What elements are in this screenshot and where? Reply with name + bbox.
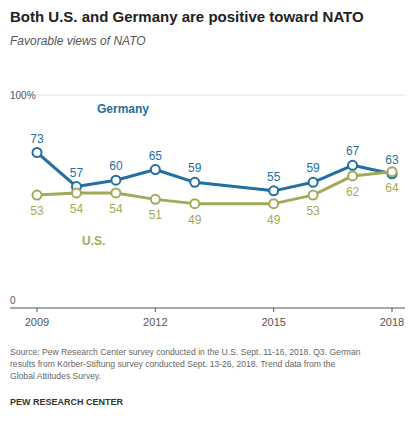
x-tick-label: 2012 xyxy=(143,316,167,328)
axis-line xyxy=(10,308,405,309)
point xyxy=(33,148,42,157)
x-tick xyxy=(273,308,274,312)
data-label: 65 xyxy=(149,149,163,163)
data-label: 57 xyxy=(70,166,84,180)
chart: Both U.S. and Germany are positive towar… xyxy=(0,0,420,426)
data-label: 63 xyxy=(385,153,399,167)
data-label: 59 xyxy=(306,161,320,175)
point xyxy=(348,161,357,170)
data-label: 73 xyxy=(30,132,44,146)
data-label: 60 xyxy=(109,159,123,173)
data-label: 49 xyxy=(188,213,202,227)
credit: PEW RESEARCH CENTER xyxy=(10,397,124,407)
data-label: 53 xyxy=(30,204,44,218)
y-tick-label: 0 xyxy=(10,295,16,306)
x-tick-label: 2015 xyxy=(261,316,285,328)
data-label: 64 xyxy=(385,181,399,195)
point xyxy=(151,195,160,204)
data-label: 53 xyxy=(306,204,320,218)
y-tick-label: 100% xyxy=(10,90,36,101)
data-label: 51 xyxy=(149,208,163,222)
point xyxy=(348,171,357,180)
source: results from Körber-Stiftung survey cond… xyxy=(10,359,336,369)
grid-line xyxy=(10,95,405,96)
data-labels: 73 57 60 65 59 55 59 67 63 53 54 54 51 49 49 53 62 64 xyxy=(30,132,399,227)
data-label: 55 xyxy=(267,170,281,184)
source: Global Attitudes Survey. xyxy=(10,371,101,381)
subtitle: Favorable views of NATO xyxy=(10,34,146,48)
data-label: 54 xyxy=(109,202,123,216)
point xyxy=(309,178,318,187)
point xyxy=(388,167,397,176)
point xyxy=(309,191,318,200)
x-tick xyxy=(155,308,156,312)
point xyxy=(111,188,120,197)
data-label: 49 xyxy=(267,213,281,227)
data-label: 62 xyxy=(346,185,360,199)
data-label: 59 xyxy=(188,161,202,175)
data-label: 67 xyxy=(346,144,360,158)
x-tick xyxy=(37,308,38,312)
series-line xyxy=(37,153,392,191)
plot-marks xyxy=(33,148,397,208)
source: Source: Pew Research Center survey condu… xyxy=(10,347,361,357)
point xyxy=(269,186,278,195)
series-name: Germany xyxy=(97,102,149,116)
data-label: 54 xyxy=(70,202,84,216)
x-tick-label: 2018 xyxy=(380,316,404,328)
point xyxy=(72,188,81,197)
point xyxy=(151,165,160,174)
point xyxy=(190,199,199,208)
point xyxy=(190,178,199,187)
x-tick xyxy=(392,308,393,312)
point xyxy=(111,176,120,185)
series-line xyxy=(37,172,392,204)
x-tick-label: 2009 xyxy=(25,316,49,328)
point xyxy=(33,191,42,200)
point xyxy=(269,199,278,208)
series-name: U.S. xyxy=(82,234,105,248)
title: Both U.S. and Germany are positive towar… xyxy=(10,8,364,25)
